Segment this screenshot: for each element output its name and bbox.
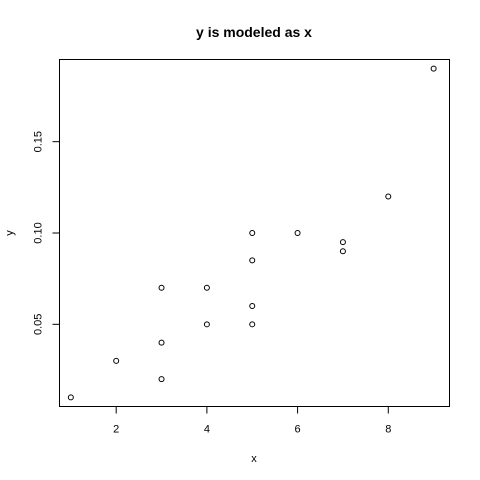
x-axis-label: x <box>251 453 257 465</box>
data-point <box>203 321 210 328</box>
x-axis: 2 4 6 8 <box>113 406 391 436</box>
data-point <box>113 357 120 364</box>
data-point <box>203 284 210 291</box>
y-tick-label: 0.10 <box>33 222 45 243</box>
data-point <box>249 321 256 328</box>
chart-title: y is modeled as x <box>196 24 312 40</box>
y-tick-label: 0.05 <box>33 314 45 335</box>
x-tick-label: 8 <box>385 424 391 436</box>
x-tick-label: 6 <box>295 424 301 436</box>
data-point <box>158 376 165 383</box>
data-point <box>249 257 256 264</box>
data-point <box>339 248 346 255</box>
y-tick-label: 0.15 <box>33 131 45 152</box>
data-point <box>294 230 301 236</box>
y-axis-label: y <box>4 230 16 236</box>
data-points <box>67 65 437 401</box>
x-tick-label: 2 <box>113 424 119 436</box>
y-axis: 0.05 0.10 0.15 <box>33 131 60 335</box>
x-tick-label: 4 <box>204 424 210 436</box>
data-point <box>67 394 74 401</box>
data-point <box>430 65 437 72</box>
data-point <box>158 339 165 346</box>
data-point <box>385 193 392 200</box>
data-point <box>249 230 256 236</box>
data-point <box>339 239 346 246</box>
data-point <box>158 284 165 291</box>
data-point <box>249 303 256 310</box>
